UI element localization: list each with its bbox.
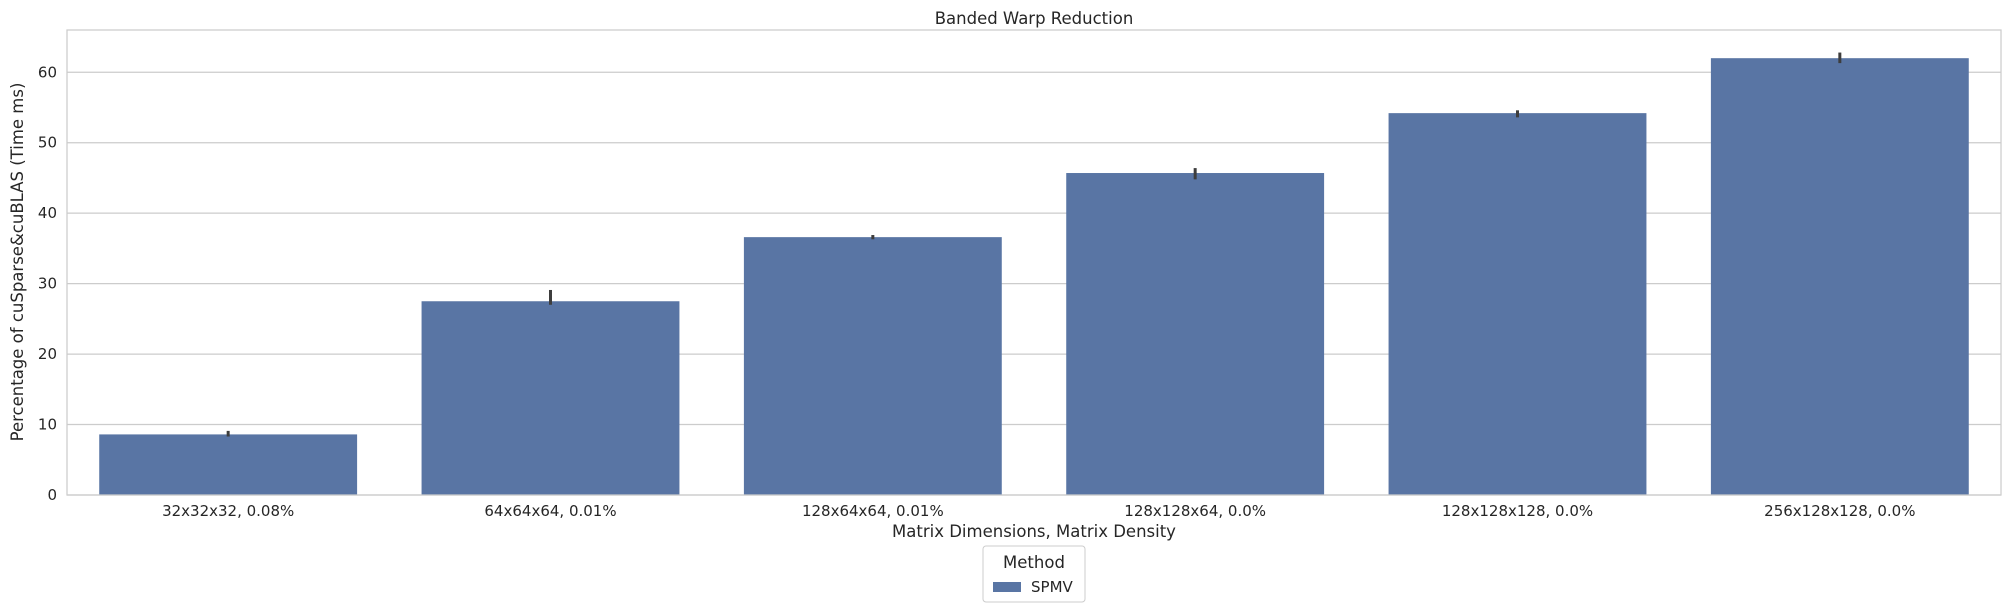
x-tick-label: 32x32x32, 0.08%	[162, 502, 294, 520]
y-tick-label: 40	[38, 204, 57, 222]
bar-2	[743, 237, 1002, 496]
y-tick-label: 60	[38, 63, 57, 81]
x-tick-label: 128x128x128, 0.0%	[1442, 502, 1593, 520]
y-tick-label: 30	[38, 275, 57, 293]
x-tick-label: 128x64x64, 0.01%	[802, 502, 944, 520]
error-bars	[226, 52, 1842, 437]
y-tick-label: 20	[38, 345, 57, 363]
legend-title: Method	[1003, 553, 1065, 572]
y-tick-label: 0	[47, 486, 57, 504]
bar-4	[1388, 113, 1647, 496]
plot-frame	[66, 29, 2002, 496]
y-tick-label: 10	[38, 416, 57, 434]
y-tick-labels: 0 10 20 30 40 50 60	[38, 63, 57, 504]
legend: Method SPMV	[982, 545, 1086, 603]
bar-0	[99, 434, 358, 495]
bars	[99, 58, 1969, 496]
legend-swatch-spmv	[993, 582, 1021, 592]
x-tick-label: 128x128x64, 0.0%	[1124, 502, 1266, 520]
x-tick-label: 256x128x128, 0.0%	[1764, 502, 1915, 520]
chart-title: Banded Warp Reduction	[935, 9, 1134, 28]
legend-label-spmv: SPMV	[1031, 578, 1074, 596]
plot-background	[67, 30, 2001, 495]
x-tick-label: 64x64x64, 0.01%	[484, 502, 616, 520]
y-axis-label: Percentage of cuSparse&cuBLAS (Time ms)	[8, 83, 27, 442]
bar-5	[1710, 58, 1969, 495]
x-tick-labels: 32x32x32, 0.08% 64x64x64, 0.01% 128x64x64,…	[162, 502, 1915, 520]
x-axis-label: Matrix Dimensions, Matrix Density	[892, 522, 1176, 541]
bar-1	[421, 301, 680, 495]
bar-3	[1066, 173, 1325, 496]
y-tick-label: 50	[38, 134, 57, 152]
